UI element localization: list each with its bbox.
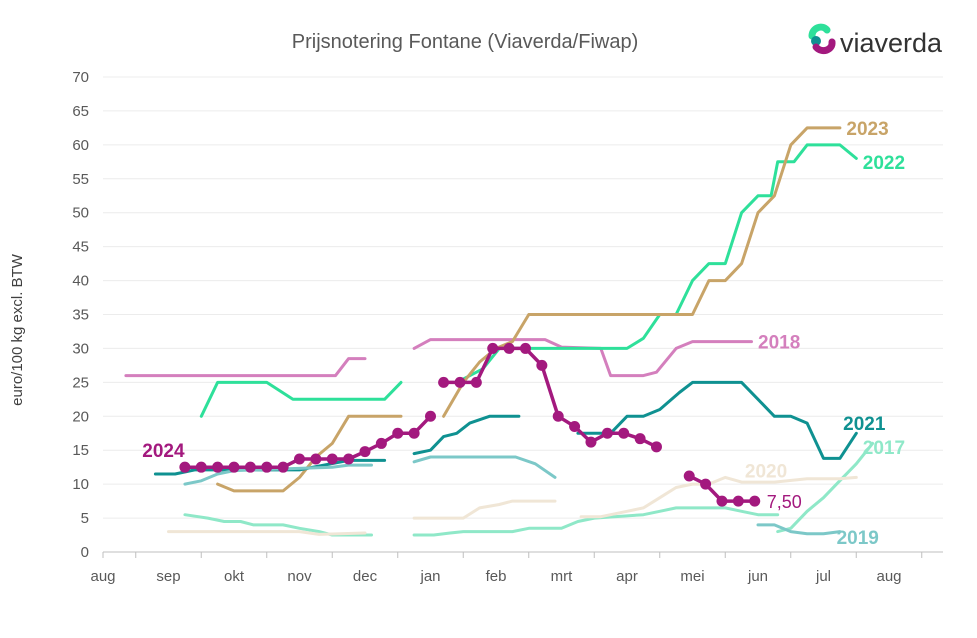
data-point-2024 (650, 441, 662, 453)
annotation-latest-price: 7,50 (767, 492, 802, 512)
data-point-2024 (343, 453, 355, 465)
data-point-2024 (326, 453, 338, 465)
series-label-2022: 2022 (863, 153, 905, 174)
y-tick-label: 50 (72, 205, 89, 222)
series-label-2020: 2020 (745, 462, 787, 483)
series-markers (179, 342, 761, 507)
series-line-2020 (579, 475, 858, 519)
data-point-2024 (552, 410, 564, 422)
data-point-2024 (310, 453, 322, 465)
data-point-2024 (454, 376, 466, 388)
series-line-2021 (412, 414, 521, 456)
series-line-2020 (167, 530, 367, 536)
x-tick-label: dec (353, 568, 378, 585)
x-tick-label: okt (224, 568, 245, 585)
data-point-2024 (438, 376, 450, 388)
data-point-2024 (716, 495, 728, 507)
y-tick-label: 10 (72, 476, 89, 493)
data-point-2024 (618, 427, 630, 439)
series-labels: 2023 2022 2018 2021 2017 2024 2020 2019 7,50 (142, 119, 905, 549)
data-point-2024 (536, 359, 548, 371)
series-line-2022 (455, 143, 858, 384)
data-point-2024 (749, 495, 761, 507)
x-tick-label: aug (876, 568, 901, 585)
data-point-2024 (569, 420, 581, 432)
series-line-2018 (124, 357, 367, 378)
series-line-2023 (442, 126, 842, 418)
y-tick-label: 40 (72, 273, 89, 290)
logo: viaverda (808, 23, 943, 58)
y-tick-label: 70 (72, 69, 89, 86)
series-line-2021 (576, 380, 858, 460)
data-point-2024 (408, 427, 420, 439)
series-line-2020 (412, 499, 557, 520)
data-point-2024 (585, 436, 597, 448)
gridlines (103, 76, 943, 519)
y-tick-label: 65 (72, 103, 89, 120)
logo-text: viaverda (840, 28, 943, 58)
data-point-2024 (375, 437, 387, 449)
x-tick-label: apr (616, 568, 638, 585)
data-point-2024 (601, 427, 613, 439)
data-point-2024 (487, 342, 499, 354)
x-tick-label: sep (156, 568, 180, 585)
chart-title: Prijsnotering Fontane (Viaverda/Fiwap) (292, 31, 638, 53)
data-point-2024 (732, 495, 744, 507)
series-label-2024: 2024 (142, 441, 185, 462)
y-tick-label: 5 (81, 510, 89, 527)
data-point-2024 (277, 461, 289, 473)
y-tick-label: 15 (72, 442, 89, 459)
y-axis-title: euro/100 kg excl. BTW (9, 253, 26, 406)
data-point-2024 (470, 376, 482, 388)
y-tick-label: 20 (72, 408, 89, 425)
data-point-2024 (261, 461, 273, 473)
series-line-2019 (412, 455, 557, 479)
data-point-2024 (228, 461, 240, 473)
data-point-2024 (634, 433, 646, 445)
data-point-2024 (392, 427, 404, 439)
data-point-2024 (700, 478, 712, 490)
data-point-2024 (503, 342, 515, 354)
data-point-2024 (244, 461, 256, 473)
series-label-2018: 2018 (758, 333, 800, 354)
series-lines (124, 126, 875, 537)
x-tick-label: mei (680, 568, 704, 585)
series-line-2024 (183, 414, 433, 469)
data-point-2024 (195, 461, 207, 473)
series-label-2021: 2021 (843, 414, 886, 435)
series-line-2018 (412, 338, 753, 378)
data-point-2024 (179, 461, 191, 473)
series-line-2023 (216, 414, 403, 493)
data-point-2024 (359, 446, 371, 458)
x-tick-label: jul (815, 568, 831, 585)
series-line-2017 (412, 506, 780, 537)
data-point-2024 (519, 342, 531, 354)
y-tick-label: 25 (72, 374, 89, 391)
series-label-2017: 2017 (863, 438, 905, 459)
series-line-2022 (199, 380, 403, 418)
series-label-2023: 2023 (846, 119, 888, 140)
y-tick-label: 60 (72, 137, 89, 154)
series-line-2019 (756, 523, 842, 536)
data-point-2024 (425, 410, 436, 422)
y-tick-label: 35 (72, 307, 89, 324)
x-tick-label: nov (287, 568, 312, 585)
data-point-2024 (212, 461, 224, 473)
axes: 0 5 10 15 20 25 30 35 40 45 50 55 60 65 70 aug sep okt nov… (72, 69, 943, 585)
y-tick-label: 45 (72, 239, 89, 256)
logo-icon (808, 23, 836, 55)
y-tick-label: 0 (81, 544, 89, 561)
series-line-2017 (776, 441, 875, 534)
series-label-2019: 2019 (837, 528, 879, 549)
y-tick-label: 30 (72, 340, 89, 357)
x-tick-label: aug (90, 568, 115, 585)
x-tick-label: mrt (551, 568, 573, 585)
data-point-2024 (294, 453, 305, 465)
x-tick-label: feb (486, 568, 507, 585)
x-tick-label: jan (419, 568, 440, 585)
data-point-2024 (683, 470, 695, 482)
x-tick-label: jun (747, 568, 768, 585)
y-tick-label: 55 (72, 171, 89, 188)
